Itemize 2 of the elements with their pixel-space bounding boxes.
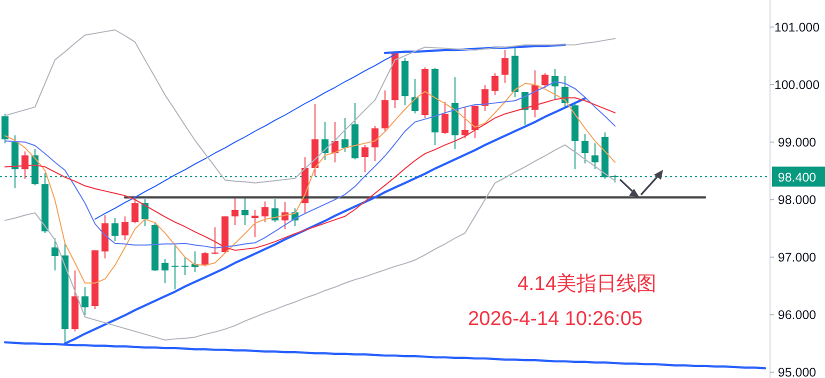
annotation: 4.14美指日线图 xyxy=(518,273,656,295)
annotation: 2026-4-14 10:26:05 xyxy=(468,308,643,330)
